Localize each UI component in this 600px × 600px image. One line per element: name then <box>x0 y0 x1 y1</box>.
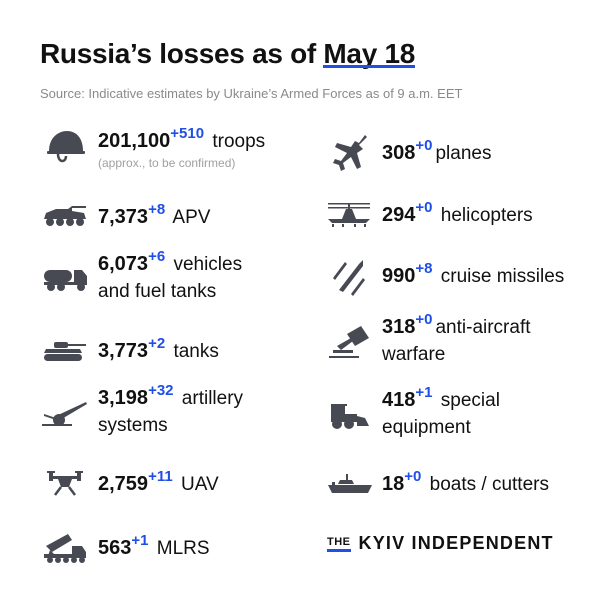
stat-label: vehicles and fuel tanks <box>98 254 243 302</box>
stat-special-equipment: 418+1 special equipment <box>322 384 582 441</box>
stat-apv: 7,373+8 APV <box>38 197 210 237</box>
artillery-icon <box>38 393 92 433</box>
apv-icon <box>38 197 92 237</box>
stat-note: (approx., to be confirmed) <box>98 156 236 170</box>
stat-label: special equipment <box>382 390 500 438</box>
helicopter-icon <box>322 195 376 235</box>
stat-label: helicopters <box>440 205 533 226</box>
special-equipment-icon <box>322 395 376 435</box>
stat-tanks: 3,773+2 tanks <box>38 331 219 371</box>
stat-delta: +8 <box>415 260 433 277</box>
stat-value: 418 <box>382 389 416 411</box>
stat-delta: +32 <box>148 382 174 399</box>
stat-uav: 2,759+11 UAV <box>38 464 219 504</box>
title-prefix: Russia’s losses as of <box>40 38 324 69</box>
kyiv-independent-logo: THE KYIV INDEPENDENT <box>327 533 554 554</box>
drone-icon <box>38 464 92 504</box>
stat-cruise-missiles: 990+8 cruise missiles <box>322 256 564 296</box>
stat-boats: 18+0 boats / cutters <box>322 464 549 504</box>
stat-label: tanks <box>173 341 219 362</box>
stat-troops: 201,100+510 troops (approx., to be confir… <box>38 125 266 170</box>
stat-anti-aircraft: 318+0 anti-aircraft warfare <box>322 311 582 368</box>
stat-delta: +11 <box>148 468 173 485</box>
anti-aircraft-icon <box>322 322 376 362</box>
page-title: Russia’s losses as of May 18 <box>40 38 415 70</box>
title-date: May 18 <box>323 38 415 69</box>
stat-value: 563 <box>98 537 132 559</box>
stat-value: 2,759 <box>98 473 149 495</box>
stat-delta: +0 <box>415 311 433 328</box>
stat-delta: +1 <box>131 532 149 549</box>
stat-planes: 308+0 planes <box>322 133 491 173</box>
stat-mlrs: 563+1 MLRS <box>38 528 210 568</box>
stat-delta: +0 <box>415 137 433 154</box>
stat-value: 7,373 <box>98 206 149 228</box>
stat-delta: +1 <box>415 384 433 401</box>
stat-label: cruise missiles <box>440 266 565 287</box>
plane-icon <box>322 133 376 173</box>
stat-delta: +2 <box>148 335 166 352</box>
stat-delta: +0 <box>415 199 433 216</box>
stat-label: planes <box>435 143 492 164</box>
stat-value: 3,773 <box>98 340 149 362</box>
stat-delta: +0 <box>404 468 422 485</box>
mlrs-icon <box>38 528 92 568</box>
missile-icon <box>322 256 376 296</box>
stat-value: 308 <box>382 142 416 164</box>
stat-delta: +6 <box>148 248 166 265</box>
stat-label: UAV <box>180 474 219 495</box>
stat-delta: +510 <box>170 125 205 142</box>
stat-helicopters: 294+0 helicopters <box>322 195 533 235</box>
stat-vehicles: 6,073+6 vehicles and fuel tanks <box>38 248 278 305</box>
stat-label: troops <box>212 131 266 152</box>
stat-value: 318 <box>382 316 416 338</box>
stat-value: 990 <box>382 265 416 287</box>
helmet-icon <box>38 128 92 168</box>
source-subtitle: Source: Indicative estimates by Ukraine’… <box>40 86 463 101</box>
logo-name: KYIV INDEPENDENT <box>358 533 554 553</box>
stat-value: 201,100 <box>98 130 171 152</box>
fuel-truck-icon <box>38 259 92 299</box>
stat-label: MLRS <box>156 538 210 559</box>
stat-value: 294 <box>382 204 416 226</box>
stat-label: APV <box>172 207 211 228</box>
stat-label: artillery systems <box>98 388 244 436</box>
stat-value: 6,073 <box>98 253 149 275</box>
stat-artillery: 3,198+32 artillery systems <box>38 382 278 439</box>
stat-value: 3,198 <box>98 387 149 409</box>
tank-icon <box>38 331 92 371</box>
logo-the: THE <box>327 536 351 552</box>
boat-icon <box>322 464 376 504</box>
stat-label: anti-aircraft warfare <box>382 317 531 365</box>
stat-value: 18 <box>382 473 405 495</box>
stat-delta: +8 <box>148 201 166 218</box>
stat-label: boats / cutters <box>429 474 549 495</box>
